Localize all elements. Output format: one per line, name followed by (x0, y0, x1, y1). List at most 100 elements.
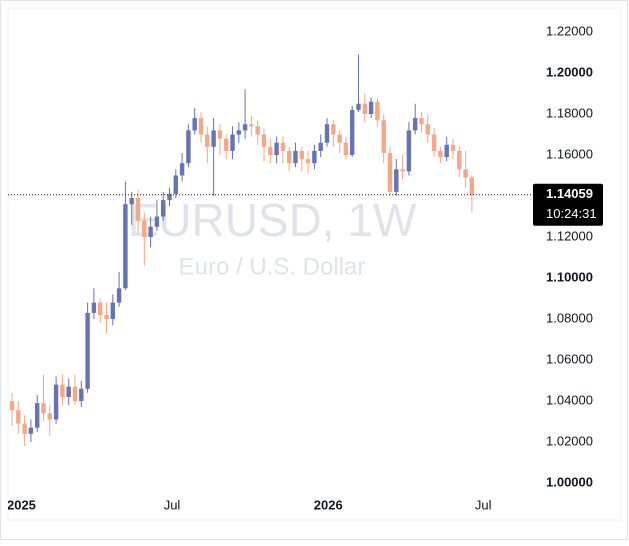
candle-body (91, 302, 97, 313)
y-tick-label: 1.08000 (546, 310, 593, 325)
candle-body (450, 144, 456, 151)
candle-body (224, 138, 229, 151)
candle-body (400, 169, 405, 172)
candle-body (287, 150, 292, 164)
candle-body (305, 159, 311, 164)
candle-body (35, 403, 40, 428)
candle-body (394, 169, 399, 192)
candle-body (116, 288, 122, 303)
candle-body (261, 134, 267, 147)
y-tick-label: 1.04000 (546, 392, 593, 407)
candle-body (28, 427, 34, 434)
candle-body (85, 312, 90, 389)
candle-body (381, 120, 386, 153)
candle-body (236, 130, 241, 135)
candle-body (362, 103, 367, 115)
candle-body (299, 150, 304, 160)
candle-body (72, 386, 78, 402)
last-price-label: 1.14059 (546, 186, 593, 201)
candle-body (22, 423, 27, 434)
candle-body (205, 134, 210, 147)
candle-body (16, 410, 21, 424)
countdown-label: 10:24:31 (546, 206, 597, 221)
candle-body (343, 142, 349, 156)
candle-body (438, 150, 443, 158)
candle-body (192, 118, 197, 131)
candle-body (387, 152, 393, 192)
last-price-box (533, 183, 603, 226)
candle-body (337, 134, 342, 143)
y-tick-label: 1.10000 (546, 269, 593, 284)
candle-body (312, 150, 317, 164)
candle-body (41, 403, 46, 414)
candle-body (173, 175, 178, 194)
candle-body (406, 130, 412, 172)
candle-body (419, 118, 424, 125)
y-tick-label: 1.22000 (546, 23, 593, 38)
candle-body (47, 413, 52, 420)
candle-body (198, 118, 204, 135)
candle-body (129, 198, 134, 205)
candle-body (324, 124, 330, 143)
y-tick-label: 1.16000 (546, 146, 593, 161)
candle-body (167, 193, 172, 201)
candle-body (242, 124, 248, 131)
candle-body (368, 101, 374, 115)
candle-body (280, 142, 286, 151)
candle-body (457, 150, 462, 170)
y-tick-label: 1.20000 (546, 64, 593, 79)
x-tick-label: 2026 (314, 497, 343, 512)
x-tick-label: 2025 (7, 497, 36, 512)
candle-body (79, 388, 84, 402)
x-tick-label: Jul (475, 497, 492, 512)
candle-body (60, 384, 65, 397)
candle-body (211, 130, 216, 147)
candle-body (356, 103, 361, 110)
candle-body (375, 101, 380, 121)
candle-body (142, 220, 147, 238)
watermark-subtitle: Euro / U.S. Dollar (179, 253, 366, 280)
price-axis: 1.00000 1.02000 1.04000 1.06000 1.08000 1.100… (546, 23, 593, 489)
candle-body (53, 384, 59, 420)
candle-body (463, 169, 468, 178)
candle-body (293, 150, 298, 164)
candle-body (9, 401, 15, 411)
candle-body (230, 134, 235, 151)
candle-body (425, 124, 430, 135)
candle-body (274, 142, 279, 156)
watermark: EURUSD, 1W (128, 194, 417, 246)
candle-body (249, 124, 254, 127)
time-axis: 2025 Jul 2026 Jul (7, 497, 492, 512)
candle-body (413, 118, 418, 131)
candle-body (110, 302, 115, 320)
candle-body (179, 163, 185, 176)
candle-body (469, 177, 475, 195)
chart-border (7, 7, 622, 521)
y-tick-label: 1.06000 (546, 351, 593, 366)
plot (8, 54, 532, 447)
candle-body (217, 130, 223, 139)
candle-body (255, 126, 260, 135)
y-tick-label: 1.12000 (546, 228, 593, 243)
candle-body (318, 142, 323, 151)
candle-body (161, 200, 166, 217)
candle-body (135, 198, 141, 221)
y-tick-label: 1.02000 (546, 433, 593, 448)
candle-body (331, 124, 336, 135)
candle-body (66, 386, 71, 397)
candle-body (350, 109, 355, 156)
candle-body (186, 130, 191, 164)
candle-body (98, 302, 103, 315)
candle-body (444, 144, 449, 158)
x-tick-label: Jul (164, 497, 181, 512)
y-tick-label: 1.00000 (546, 474, 593, 489)
candle-body (123, 204, 128, 289)
candle-body (268, 146, 273, 156)
candle-body (148, 226, 153, 238)
candle-body (154, 216, 160, 227)
candle-body (431, 134, 437, 151)
candle-body (104, 314, 109, 320)
y-tick-label: 1.18000 (546, 105, 593, 120)
